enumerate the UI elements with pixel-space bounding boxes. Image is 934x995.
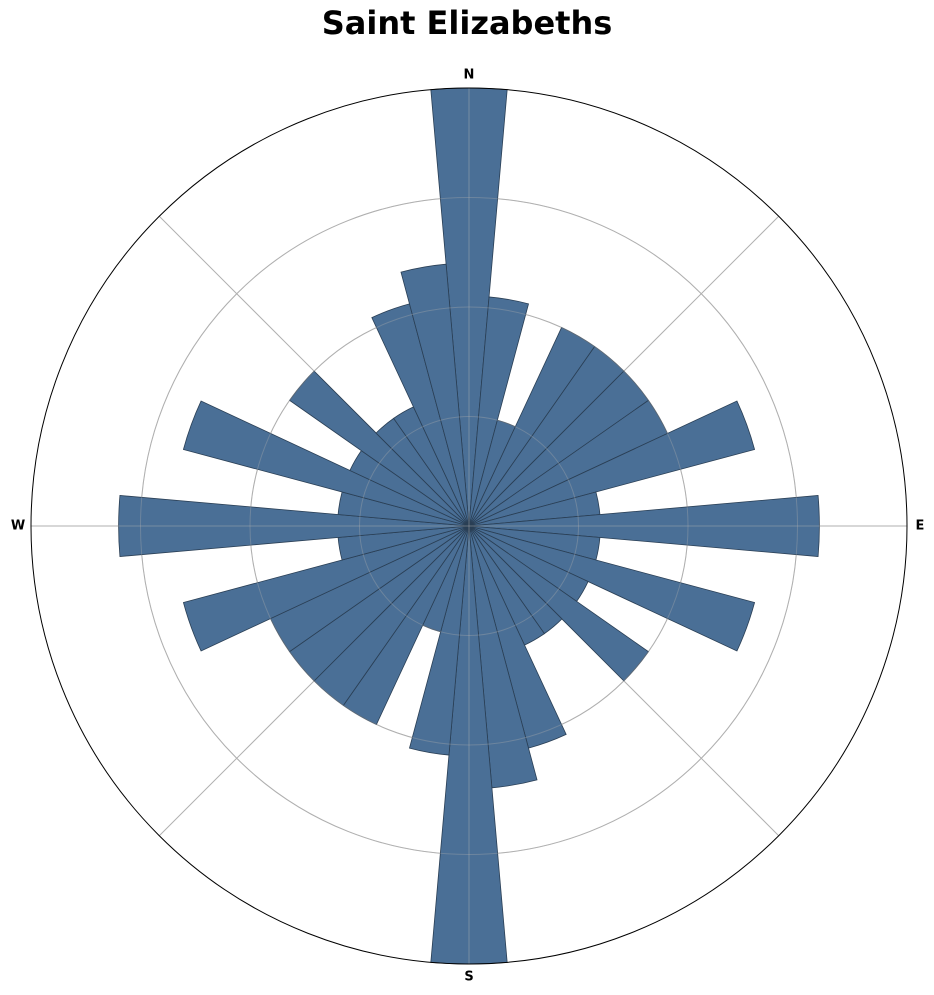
chart-title: Saint Elizabeths xyxy=(321,4,613,42)
direction-labels: N E S W xyxy=(11,68,925,985)
sector-bar xyxy=(289,370,470,527)
sector-bar xyxy=(408,525,470,756)
direction-label-w: W xyxy=(11,519,25,534)
sector-bar xyxy=(468,525,756,652)
direction-label-s: S xyxy=(464,970,473,985)
sector-bar xyxy=(468,525,649,682)
sector-bar xyxy=(118,495,470,557)
sector-bar xyxy=(468,400,756,527)
sector-bar xyxy=(400,263,470,527)
grid-ring-overlay xyxy=(140,197,798,855)
polar-frame xyxy=(30,87,908,965)
polar-frame-circle xyxy=(30,87,908,965)
sector-bar xyxy=(182,400,470,527)
sector-bar xyxy=(468,495,820,557)
sector-bar xyxy=(182,525,470,652)
direction-label-n: N xyxy=(464,68,475,83)
grid-ring-overlay xyxy=(249,306,689,746)
grid-ring-overlay xyxy=(359,416,579,636)
direction-label-e: E xyxy=(916,519,925,534)
sector-bar xyxy=(468,296,530,527)
sector-bars xyxy=(118,87,820,965)
